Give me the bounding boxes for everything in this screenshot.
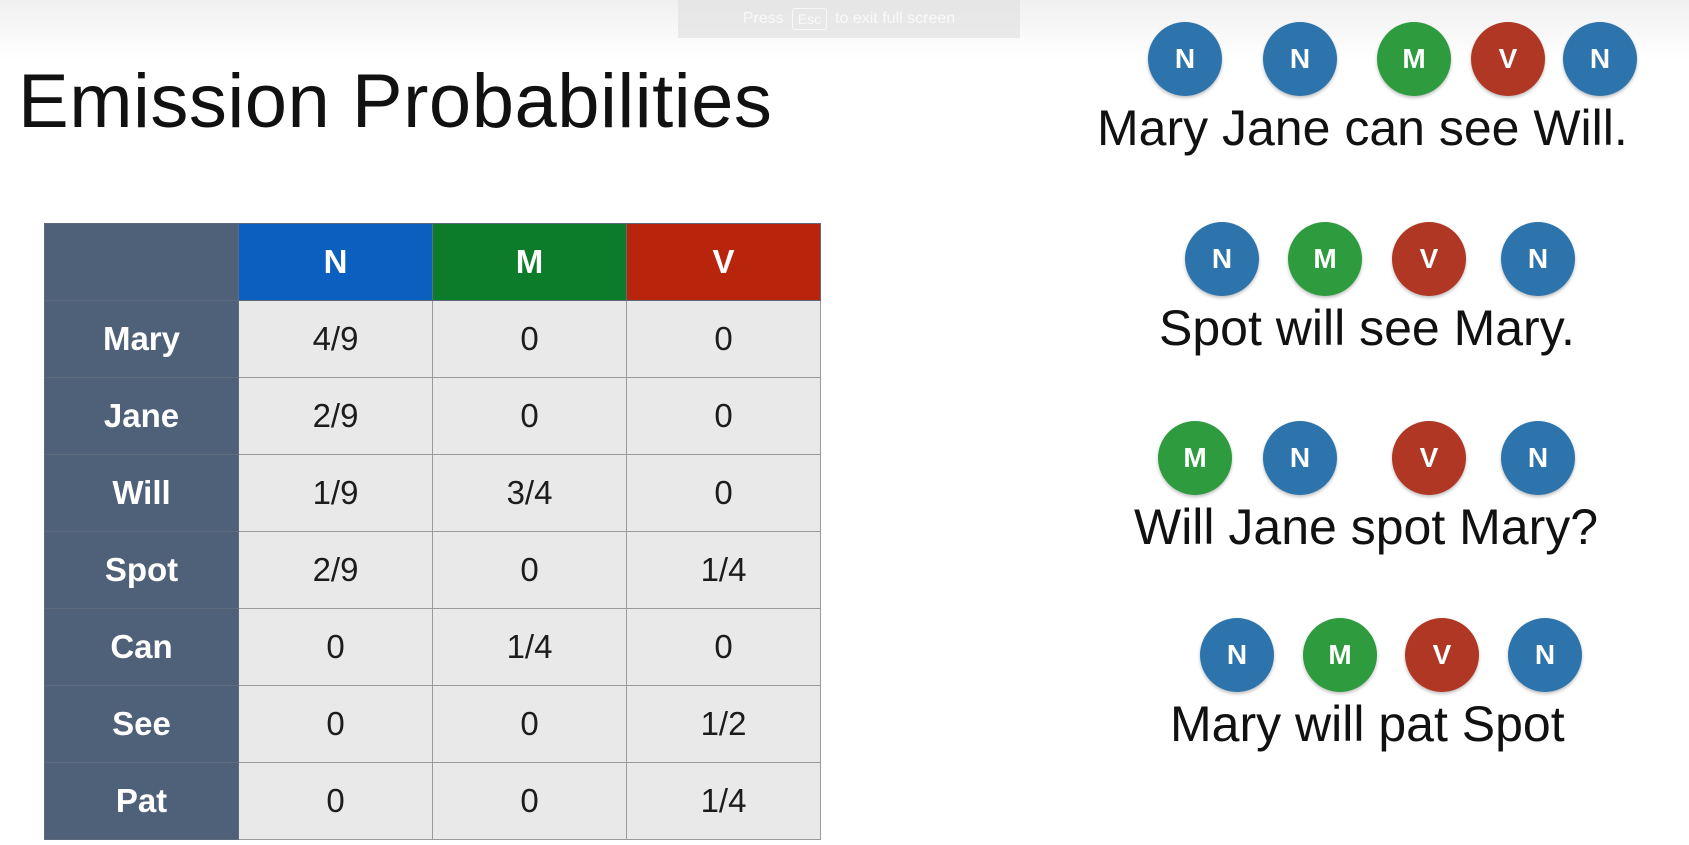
tag-circle: N [1148,22,1222,96]
table-row: See 0 0 1/2 [44,685,821,763]
fullscreen-hint-press: Press [742,10,784,27]
table-cell: 0 [238,685,433,763]
table-cell: 1/4 [432,608,627,686]
tag-row: N N M V N [1090,22,1680,102]
sentence-text: Mary Jane can see Will. [1097,100,1628,156]
table-cell: 1/2 [626,685,821,763]
tag-circle: M [1158,421,1232,495]
table-cell: 0 [432,762,627,840]
tag-circle: V [1392,421,1466,495]
tag-circle: N [1263,22,1337,96]
table-cell: 0 [626,377,821,455]
tag-circle: N [1185,222,1259,296]
table-row: Can 0 1/4 0 [44,608,821,686]
row-header-word: Can [44,608,239,686]
tag-row: M N V N [1090,421,1680,501]
column-header-m: M [432,223,627,301]
tag-circle: N [1200,618,1274,692]
tag-row: N M V N [1090,618,1680,698]
fullscreen-hint: Press Esc to exit full screen [678,0,1020,38]
tag-row: N M V N [1090,222,1680,302]
sentence-text: Mary will pat Spot [1170,696,1565,752]
table-cell: 0 [432,300,627,378]
table-cell: 2/9 [238,377,433,455]
row-header-word: Spot [44,531,239,609]
table-row: Spot 2/9 0 1/4 [44,531,821,609]
tag-circle: V [1471,22,1545,96]
table-cell: 0 [626,300,821,378]
table-cell: 0 [432,531,627,609]
row-header-word: Jane [44,377,239,455]
table-cell: 1/4 [626,762,821,840]
table-corner-cell [44,223,239,301]
row-header-word: Will [44,454,239,532]
tag-circle: N [1263,421,1337,495]
sentence-block: M N V N Will Jane spot Mary? [1090,421,1680,555]
fullscreen-hint-rest: to exit full screen [835,10,956,27]
emission-table: N M V Mary 4/9 0 0 Jane 2/9 0 0 Will 1/9… [44,223,821,840]
table-cell: 4/9 [238,300,433,378]
tag-circle: N [1508,618,1582,692]
tag-circle: M [1377,22,1451,96]
table-row: Pat 0 0 1/4 [44,762,821,840]
column-header-v: V [626,223,821,301]
column-header-n: N [238,223,433,301]
table-header-row: N M V [44,223,821,301]
table-cell: 0 [432,377,627,455]
table-cell: 2/9 [238,531,433,609]
tag-circle: M [1303,618,1377,692]
row-header-word: See [44,685,239,763]
sentence-text: Will Jane spot Mary? [1134,499,1599,555]
table-cell: 0 [432,685,627,763]
sentence-block: N N M V N Mary Jane can see Will. [1090,22,1680,156]
tag-circle: N [1501,222,1575,296]
table-row: Will 1/9 3/4 0 [44,454,821,532]
sentence-text: Spot will see Mary. [1159,300,1575,356]
table-cell: 0 [626,454,821,532]
row-header-word: Mary [44,300,239,378]
table-cell: 0 [626,608,821,686]
tag-circle: M [1288,222,1362,296]
sentence-block: N M V N Spot will see Mary. [1090,222,1680,356]
sentence-block: N M V N Mary will pat Spot [1090,618,1680,752]
table-cell: 1/9 [238,454,433,532]
esc-key-label: Esc [791,8,828,30]
table-cell: 3/4 [432,454,627,532]
tag-circle: N [1501,421,1575,495]
table-cell: 0 [238,608,433,686]
slide-title: Emission Probabilities [18,59,773,144]
tag-circle: V [1392,222,1466,296]
table-row: Mary 4/9 0 0 [44,300,821,378]
table-row: Jane 2/9 0 0 [44,377,821,455]
tag-circle: N [1563,22,1637,96]
table-cell: 1/4 [626,531,821,609]
tag-circle: V [1405,618,1479,692]
row-header-word: Pat [44,762,239,840]
table-cell: 0 [238,762,433,840]
